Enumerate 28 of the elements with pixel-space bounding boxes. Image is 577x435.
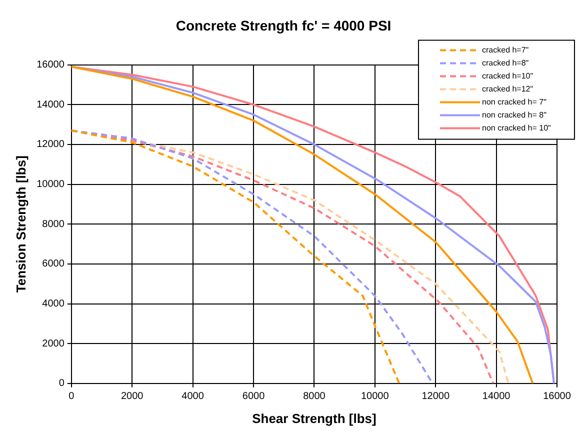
y-tick-label: 16000 [36, 60, 65, 71]
legend-label: cracked h=7" [482, 46, 529, 55]
legend-label: non cracked h= 8" [482, 110, 547, 120]
x-tick-label: 14000 [482, 391, 511, 402]
y-tick-label: 6000 [42, 258, 65, 270]
y-tick-label: 8000 [42, 218, 65, 230]
legend-label: non cracked h= 7" [482, 98, 547, 107]
y-tick-label: 0 [58, 378, 65, 390]
y-axis-title: Tension Strength [lbs] [13, 156, 28, 293]
chart-title: Concrete Strength fc' = 4000 PSI [176, 17, 392, 34]
x-tick-label: 10000 [360, 391, 390, 402]
y-tick-label: 14000 [36, 99, 65, 110]
y-tick-label: 12000 [36, 139, 65, 150]
x-tick-label: 2000 [120, 391, 144, 402]
x-tick-label: 6000 [242, 391, 266, 402]
legend-label: non cracked h= 10" [482, 124, 552, 133]
x-axis-title: Shear Strength [lbs] [252, 410, 376, 426]
legend-label: cracked h=10" [482, 72, 534, 81]
legend-label: cracked h=12" [482, 84, 534, 94]
legend-label: cracked h=8" [482, 58, 529, 68]
x-tick-label: 0 [68, 391, 75, 402]
x-tick-label: 8000 [303, 391, 326, 402]
y-tick-label: 4000 [42, 298, 65, 310]
y-tick-label: 2000 [42, 338, 65, 350]
x-tick-label: 4000 [182, 391, 204, 402]
y-tick-label: 10000 [36, 179, 65, 190]
x-tick-label: 12000 [422, 391, 450, 402]
x-tick-label: 16000 [543, 391, 572, 402]
